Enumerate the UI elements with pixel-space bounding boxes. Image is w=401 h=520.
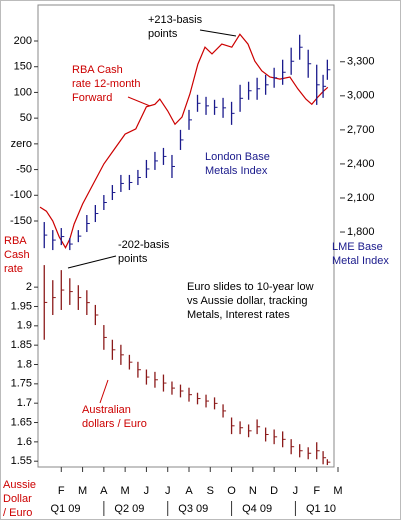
y-tick-label: -150 — [10, 215, 32, 227]
annotation: points — [148, 28, 178, 40]
y2-tick-label: 2,400 — [347, 158, 375, 170]
x-tick-label: S — [207, 485, 214, 497]
annotation: RBA — [4, 235, 27, 247]
y-tick-label: 50 — [20, 112, 32, 124]
x-tick-label: F — [313, 485, 320, 497]
annotation: Euro slides to 10-year low — [187, 281, 314, 293]
x-tick-label: M — [121, 485, 130, 497]
annotation: dollars / Euro — [82, 418, 147, 430]
annotation: RBA Cash — [72, 64, 123, 76]
y2-tick-label: 3,300 — [347, 56, 375, 68]
y-tick-label: 1.9 — [17, 320, 32, 332]
x-tick-label: J — [144, 485, 150, 497]
y-tick-label: 1.6 — [17, 436, 32, 448]
leader-line — [199, 29, 237, 37]
rate-line — [39, 33, 329, 249]
annotation: Metal Index — [332, 255, 389, 267]
y-tick-label: 200 — [14, 35, 32, 47]
x-tick-label: M — [333, 485, 342, 497]
annotation: +213-basis — [148, 14, 203, 26]
y-tick-label: 1.8 — [17, 358, 32, 370]
leader-line — [127, 96, 151, 107]
annotation: points — [118, 253, 148, 265]
y-tick-label: zero — [11, 138, 32, 150]
x-tick-label: A — [185, 485, 193, 497]
quarter-label: Q4 09 — [242, 503, 272, 515]
leader-line — [67, 255, 117, 269]
y2-tick-label: 3,000 — [347, 90, 375, 102]
annotation: vs Aussie dollar, tracking — [187, 295, 307, 307]
y-tick-label: 100 — [14, 86, 32, 98]
quarter-label: Q3 09 — [178, 503, 208, 515]
y-tick-label: -100 — [10, 189, 32, 201]
x-tick-label: J — [293, 485, 299, 497]
annotation: Metals Index — [205, 165, 268, 177]
quarter-label: Q2 09 — [114, 503, 144, 515]
x-tick-label: J — [165, 485, 171, 497]
annotation: -202-basis — [118, 239, 170, 251]
y-tick-label: 1.65 — [11, 416, 32, 428]
annotation: rate — [4, 263, 23, 275]
y-tick-label: 1.75 — [11, 378, 32, 390]
y-tick-label: -50 — [16, 163, 32, 175]
x-tick-label: A — [100, 485, 108, 497]
quarter-label: Q1 10 — [306, 503, 336, 515]
y-tick-label: 2 — [26, 281, 32, 293]
x-tick-label: F — [58, 485, 65, 497]
y-tick-label: 150 — [14, 61, 32, 73]
x-tick-label: D — [270, 485, 278, 497]
x-tick-label: O — [227, 485, 236, 497]
annotation: Metals, Interest rates — [187, 309, 290, 321]
leader-line — [99, 379, 109, 404]
annotation: Australian — [82, 404, 131, 416]
annotation: Cash — [4, 249, 30, 261]
y-tick-label: 1.95 — [11, 300, 32, 312]
annotation: LME Base — [332, 241, 383, 253]
annotation: Aussie — [3, 479, 36, 491]
quarter-label: Q1 09 — [51, 503, 81, 515]
annotation: Forward — [72, 92, 112, 104]
annotation: London Base — [205, 151, 270, 163]
annotation: rate 12-month — [72, 78, 140, 90]
y-tick-label: 1.55 — [11, 455, 32, 467]
x-tick-label: M — [78, 485, 87, 497]
y2-tick-label: 2,100 — [347, 192, 375, 204]
y2-tick-label: 1,800 — [347, 226, 375, 238]
plot-frame — [37, 4, 335, 468]
y2-tick-label: 2,700 — [347, 124, 375, 136]
x-tick-label: N — [249, 485, 257, 497]
annotation: / Euro — [3, 507, 32, 519]
y-tick-label: 1.7 — [17, 397, 32, 409]
y-tick-label: 1.85 — [11, 339, 32, 351]
annotation: Dollar — [3, 493, 32, 505]
